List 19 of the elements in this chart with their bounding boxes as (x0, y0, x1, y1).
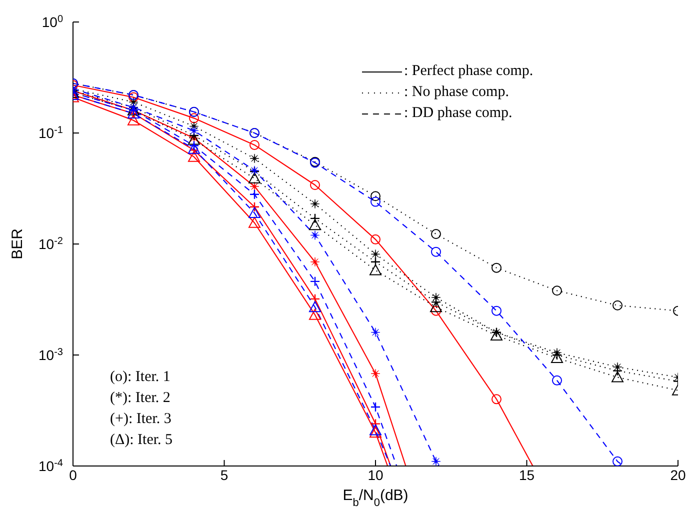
annotation: (+): Iter. 3 (110, 410, 172, 428)
annotation: (Δ): Iter. 5 (110, 431, 173, 449)
x-tick-label: 10 (368, 466, 384, 483)
x-tick-label: 20 (670, 466, 686, 483)
annotation: (*): Iter. 2 (110, 389, 170, 407)
annotation: (o): Iter. 1 (110, 368, 170, 386)
annotation: : No phase comp. (404, 83, 509, 101)
annotation: : Perfect phase comp. (404, 62, 534, 80)
x-tick-label: 15 (518, 466, 535, 483)
y-tick-label: 10$^{-2}$ (38, 236, 64, 252)
y-axis-title: BER (9, 228, 26, 260)
x-axis-title: E$_{b}$/N$_{0}$(dB) (342, 487, 408, 509)
annotation: : DD phase comp. (404, 104, 512, 122)
y-tick-label: 10$^{-4}$ (38, 458, 64, 474)
x-tick-label: 5 (220, 466, 228, 483)
x-tick-label: 0 (69, 466, 78, 483)
y-tick-label: 10$^{-3}$ (38, 346, 64, 363)
y-tick-label: 10$^{0}$ (42, 14, 64, 30)
y-tick-label: 10$^{-1}$ (38, 124, 64, 141)
